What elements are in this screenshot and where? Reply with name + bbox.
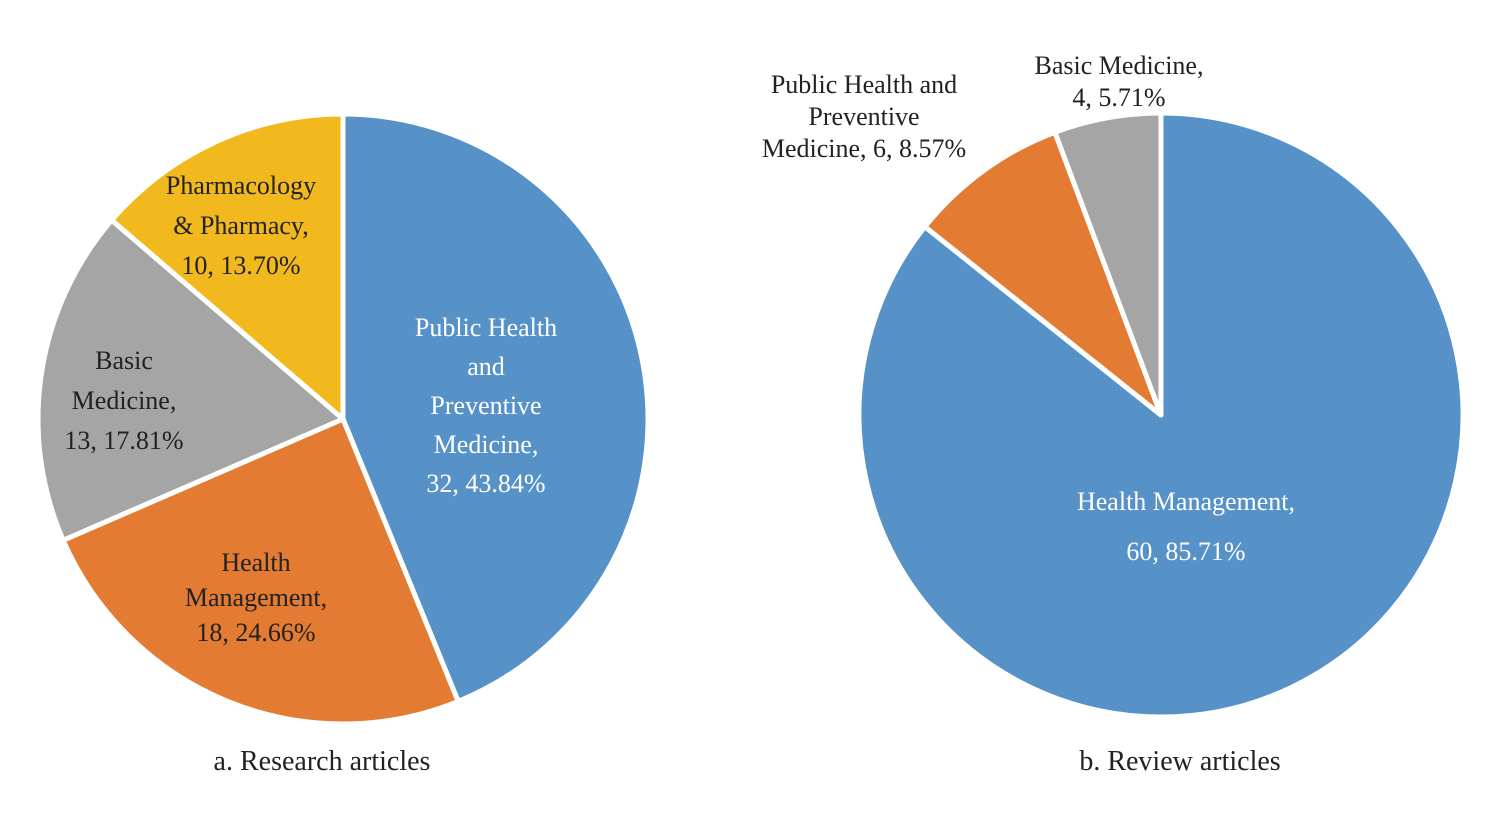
slice-label-research-1: Health Management, 18, 24.66% (185, 548, 327, 647)
chart-caption-research: a. Research articles (214, 746, 431, 777)
slice-label-line-research-0-2: Preventive (430, 391, 541, 420)
slice-label-line-research-3-1: & Pharmacy, (173, 211, 309, 240)
slice-label-line-research-2-1: Medicine, (72, 386, 177, 415)
slice-label-review-2: Basic Medicine, 4, 5.71% (1035, 51, 1204, 112)
slice-label-line-review-0-1: 60, 85.71% (1126, 537, 1245, 566)
slice-label-research-2: Basic Medicine, 13, 17.81% (64, 346, 183, 455)
slice-label-line-review-1-2: Medicine, 6, 8.57% (762, 134, 966, 163)
slice-label-line-research-2-2: 13, 17.81% (64, 426, 183, 455)
pie-slice-research-2 (35, 217, 346, 543)
slice-label-line-research-3-2: 10, 13.70% (181, 251, 300, 280)
slice-label-line-review-2-1: 4, 5.71% (1072, 83, 1165, 112)
pie-slice-research-1 (60, 416, 461, 727)
slice-label-line-research-0-0: Public Health (415, 313, 557, 342)
slice-label-line-research-0-1: and (467, 352, 505, 381)
slice-label-line-research-1-1: Management, (185, 583, 327, 612)
pie-chart-research: Public Health and Preventive Medicine, 32, 4… (35, 111, 651, 777)
slice-label-line-research-3-0: Pharmacology (166, 171, 316, 200)
slice-label-line-research-1-0: Health (221, 548, 290, 577)
slice-label-line-review-0-0: Health Management, (1077, 487, 1295, 516)
slice-label-line-research-1-2: 18, 24.66% (196, 618, 315, 647)
slice-label-research-0: Public Health and Preventive Medicine, 32, 4… (415, 313, 557, 498)
pie-slice-review-2 (1052, 110, 1164, 418)
pie-slice-research-3 (109, 111, 346, 422)
slice-label-line-research-0-3: Medicine, (434, 430, 539, 459)
pie-slice-research-0 (340, 111, 651, 704)
slice-label-line-review-1-0: Public Health and (771, 70, 957, 99)
slice-label-review-1: Public Health and Preventive Medicine, 6, … (762, 70, 966, 163)
slice-label-line-review-2-0: Basic Medicine, (1035, 51, 1204, 80)
slice-label-research-3: Pharmacology & Pharmacy, 10, 13.70% (166, 171, 316, 280)
slice-label-line-research-0-4: 32, 43.84% (426, 469, 545, 498)
slice-label-line-review-1-1: Preventive (808, 102, 919, 131)
slice-label-line-research-2-0: Basic (95, 346, 153, 375)
pie-slice-review-1 (922, 129, 1164, 418)
chart-caption-review: b. Review articles (1079, 746, 1280, 777)
slice-label-review-0: Health Management, 60, 85.71% (1077, 487, 1295, 566)
pie-chart-review: Health Management, 60, 85.71% Public Healt… (762, 51, 1466, 777)
